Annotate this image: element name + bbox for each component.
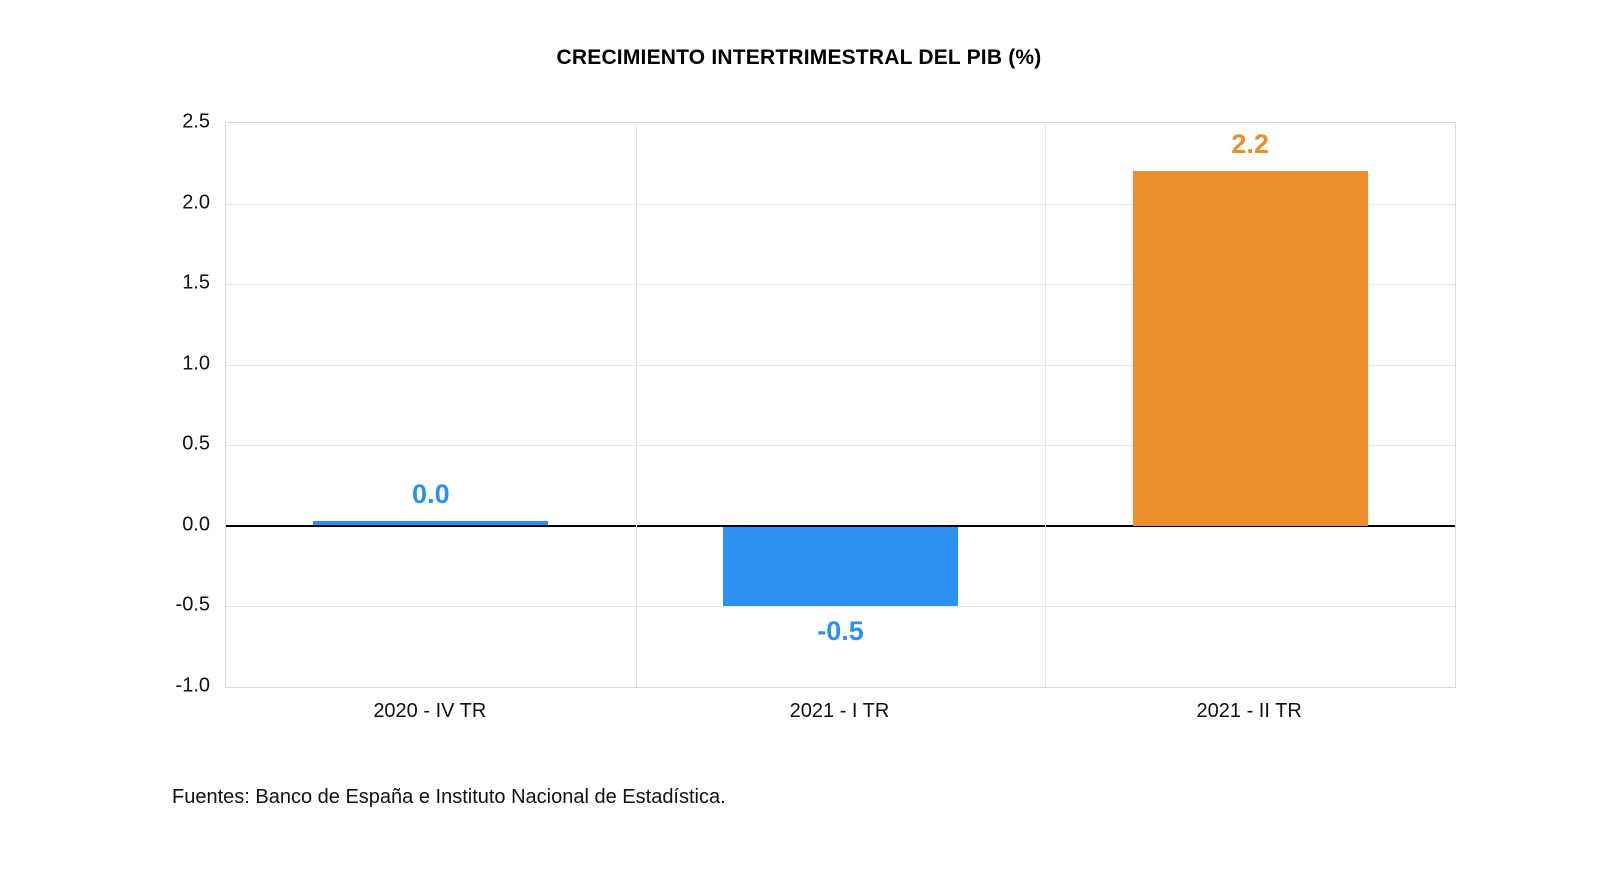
y-tick-label: 0.5 <box>182 432 210 455</box>
zero-axis-line <box>226 524 1455 527</box>
y-tick-label: 2.0 <box>182 191 210 214</box>
x-tick-label: 2020 - IV TR <box>373 700 487 722</box>
x-tick-label: 2021 - I TR <box>789 700 890 722</box>
y-tick-label: 0.0 <box>182 513 210 536</box>
h-gridline <box>226 606 1455 608</box>
bar-value-label: 0.0 <box>412 478 450 509</box>
h-gridline <box>226 445 1455 447</box>
v-gridline <box>1045 123 1047 687</box>
v-gridline <box>635 123 637 687</box>
chart-title: CRECIMIENTO INTERTRIMESTRAL DEL PIB (%) <box>556 46 1042 69</box>
x-tick-label: 2021 - II TR <box>1196 700 1302 722</box>
bar-2021 - I TR <box>723 526 958 607</box>
h-gridline <box>226 284 1455 286</box>
y-tick-label: -0.5 <box>175 593 210 616</box>
h-gridline <box>226 364 1455 366</box>
bar-value-label: -0.5 <box>817 616 864 647</box>
bar-value-label: 2.2 <box>1231 129 1269 160</box>
y-tick-label: 1.5 <box>182 271 210 294</box>
plot-area: 0.0 -0.5 2.2 <box>225 122 1456 688</box>
bar-2020 - IV TR <box>313 520 549 525</box>
y-tick-label: -1.0 <box>175 674 210 697</box>
y-tick-label: 1.0 <box>182 352 210 375</box>
bar-2021 - II TR <box>1132 171 1368 526</box>
source-note: Fuentes: Banco de España e Instituto Nac… <box>172 786 726 808</box>
h-gridline <box>226 203 1455 205</box>
y-tick-label: 2.5 <box>182 110 210 133</box>
